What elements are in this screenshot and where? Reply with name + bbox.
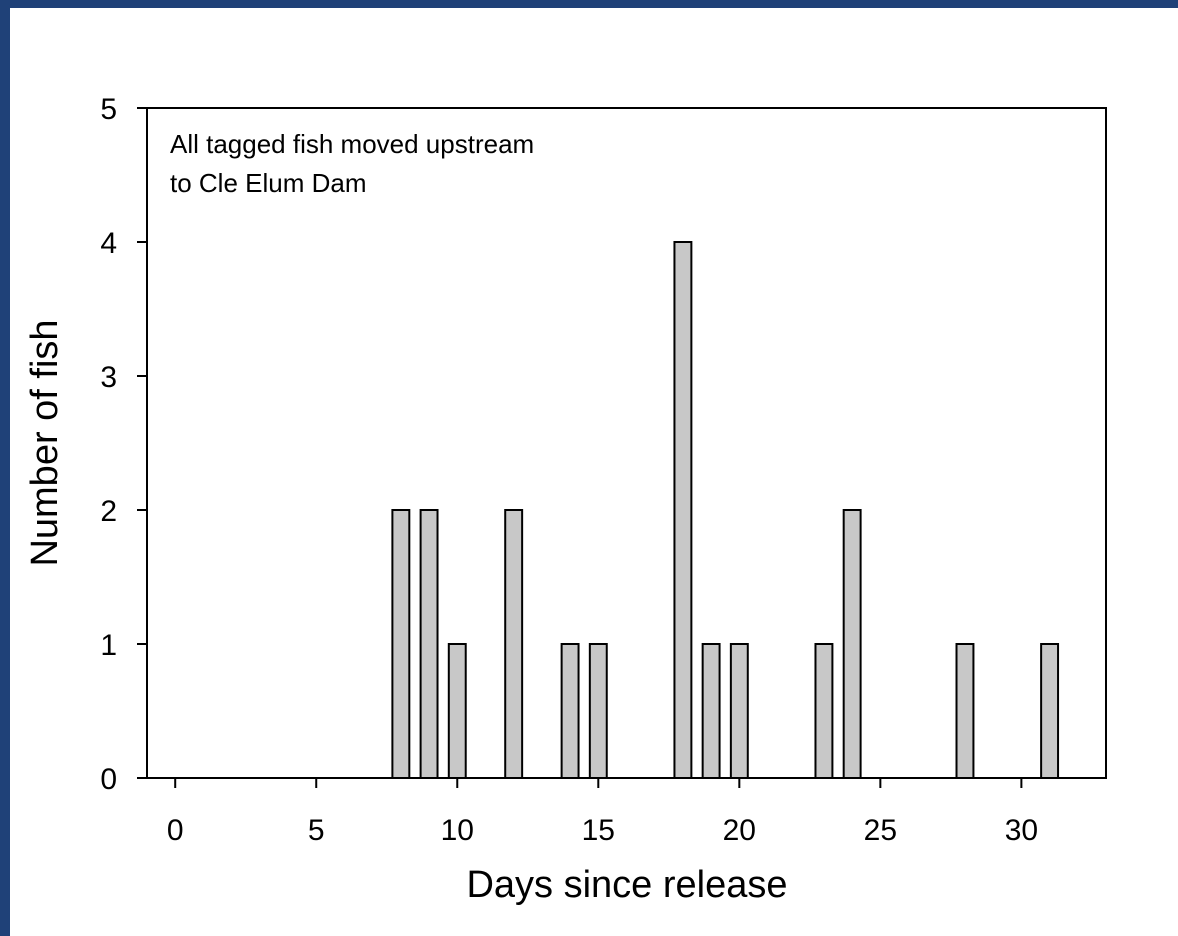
bars-group bbox=[391, 241, 1060, 779]
x-tick-label-20: 20 bbox=[723, 814, 756, 847]
y-ticks-group: 0 1 2 3 4 5 bbox=[100, 93, 147, 796]
bar-day-28 bbox=[955, 643, 975, 779]
bar-day-31 bbox=[1040, 643, 1060, 779]
y-tick-label-1: 1 bbox=[100, 629, 117, 662]
bar-day-19 bbox=[701, 643, 721, 779]
bar-day-20 bbox=[729, 643, 749, 779]
x-tick-label-10: 10 bbox=[441, 814, 474, 847]
bar-day-15 bbox=[588, 643, 608, 779]
plot-frame bbox=[146, 107, 1107, 779]
y-tick-label-0: 0 bbox=[100, 763, 117, 796]
bar-day-9 bbox=[419, 509, 439, 779]
bar-day-18 bbox=[673, 241, 693, 779]
bar-day-14 bbox=[560, 643, 580, 779]
y-axis-title: Number of fish bbox=[24, 319, 66, 566]
bar-day-8 bbox=[391, 509, 411, 779]
annotation-line-1: All tagged fish moved upstream bbox=[170, 129, 534, 159]
y-tick-label-2: 2 bbox=[100, 495, 117, 528]
x-axis-title: Days since release bbox=[466, 864, 787, 906]
bar-day-12 bbox=[504, 509, 524, 779]
axes-group bbox=[146, 107, 1107, 779]
x-tick-label-0: 0 bbox=[167, 814, 184, 847]
x-tick-label-25: 25 bbox=[864, 814, 897, 847]
bar-day-10 bbox=[447, 643, 467, 779]
x-tick-label-15: 15 bbox=[582, 814, 615, 847]
x-tick-label-5: 5 bbox=[308, 814, 325, 847]
y-tick-label-4: 4 bbox=[100, 227, 117, 260]
y-tick-label-3: 3 bbox=[100, 361, 117, 394]
x-ticks-group: 0 5 10 15 20 25 30 bbox=[167, 778, 1038, 847]
annotation-line-2: to Cle Elum Dam bbox=[170, 168, 367, 198]
bar-day-23 bbox=[814, 643, 834, 779]
bar-day-24 bbox=[842, 509, 862, 779]
y-tick-label-5: 5 bbox=[100, 93, 117, 126]
chart-panel bbox=[10, 8, 1178, 936]
x-tick-label-30: 30 bbox=[1005, 814, 1038, 847]
